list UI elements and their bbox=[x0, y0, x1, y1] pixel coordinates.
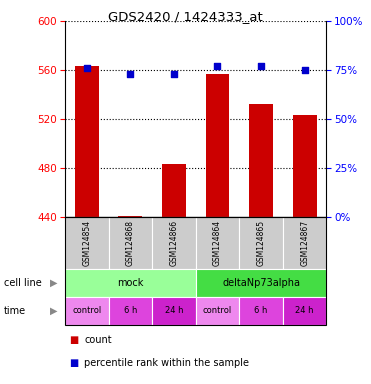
Text: deltaNp73alpha: deltaNp73alpha bbox=[222, 278, 300, 288]
Bar bbox=[75, 66, 99, 217]
Text: ■: ■ bbox=[69, 335, 78, 345]
Text: time: time bbox=[4, 306, 26, 316]
Bar bbox=[162, 164, 186, 217]
Point bbox=[84, 65, 90, 71]
Text: percentile rank within the sample: percentile rank within the sample bbox=[84, 358, 249, 368]
Text: GSM124866: GSM124866 bbox=[170, 220, 178, 266]
Text: control: control bbox=[72, 306, 101, 315]
Text: 6 h: 6 h bbox=[124, 306, 137, 315]
Point bbox=[258, 63, 264, 69]
Text: cell line: cell line bbox=[4, 278, 42, 288]
Text: GSM124865: GSM124865 bbox=[257, 220, 266, 266]
Text: GSM124867: GSM124867 bbox=[300, 220, 309, 266]
Point bbox=[127, 71, 133, 77]
Text: ▶: ▶ bbox=[50, 278, 58, 288]
Text: 24 h: 24 h bbox=[165, 306, 183, 315]
Text: GSM124864: GSM124864 bbox=[213, 220, 222, 266]
Bar bbox=[293, 115, 317, 217]
Text: 6 h: 6 h bbox=[255, 306, 268, 315]
Text: GSM124868: GSM124868 bbox=[126, 220, 135, 266]
Point bbox=[302, 67, 308, 73]
Point bbox=[214, 63, 220, 69]
Text: count: count bbox=[84, 335, 112, 345]
Bar bbox=[118, 216, 142, 217]
Text: mock: mock bbox=[117, 278, 144, 288]
Text: GSM124854: GSM124854 bbox=[82, 220, 91, 266]
Bar bbox=[249, 104, 273, 217]
Text: 24 h: 24 h bbox=[295, 306, 314, 315]
Text: ■: ■ bbox=[69, 358, 78, 368]
Bar bbox=[206, 74, 230, 217]
Text: control: control bbox=[203, 306, 232, 315]
Point bbox=[171, 71, 177, 77]
Text: GDS2420 / 1424333_at: GDS2420 / 1424333_at bbox=[108, 10, 263, 23]
Text: ▶: ▶ bbox=[50, 306, 58, 316]
